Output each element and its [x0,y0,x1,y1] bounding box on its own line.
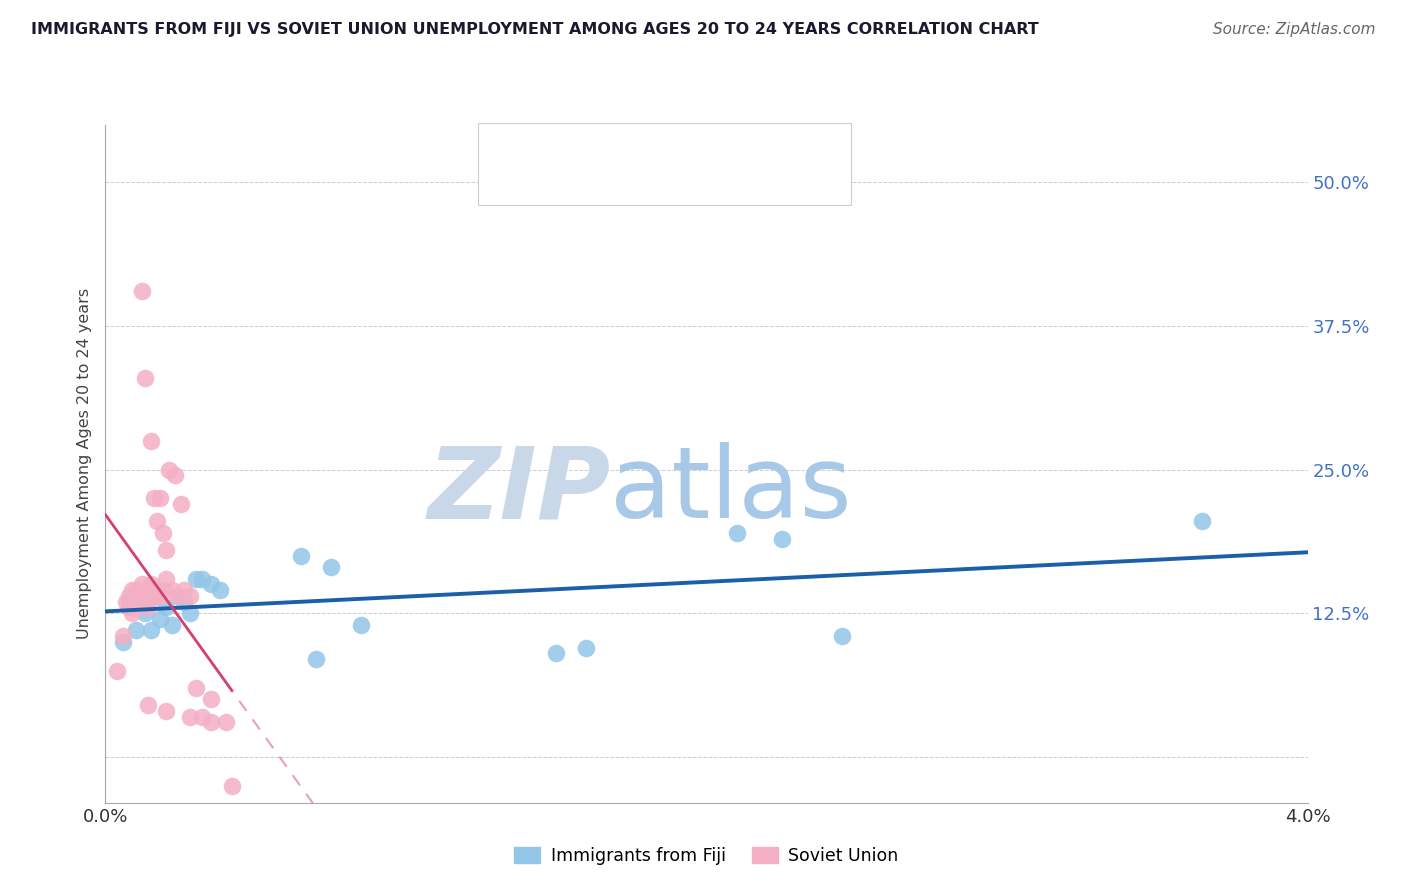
Point [134,589,156,603]
Text: IMMIGRANTS FROM FIJI VS SOVIET UNION UNEMPLOYMENT AMONG AGES 20 TO 24 YEARS CORR: IMMIGRANTS FROM FIJI VS SOVIET UNION UNE… [31,22,1039,37]
Point [160,617,183,632]
Point [124,583,146,598]
Text: 0.501: 0.501 [574,141,630,159]
Point [152,583,174,598]
Point [155,543,177,558]
Point [770,532,793,546]
Point [1191,514,1213,528]
Point [148,612,170,626]
Point [121,606,143,620]
Point [118,589,141,603]
Point [124,624,146,638]
Point [148,589,170,603]
Point [319,560,342,574]
Point [200,577,222,591]
Point [112,629,135,643]
Point [173,595,195,609]
Point [184,572,207,586]
Point [173,583,195,598]
Legend: Immigrants from Fiji, Soviet Union: Immigrants from Fiji, Soviet Union [508,840,905,872]
Point [136,600,159,615]
Point [290,549,312,563]
Point [142,491,165,506]
Point [160,583,183,598]
Point [136,698,159,713]
Point [208,583,231,598]
Point [179,709,201,723]
Point [136,583,159,598]
Point [145,589,167,603]
Point [139,434,162,448]
Point [148,491,170,506]
Point [190,572,212,586]
Point [155,704,177,718]
Point [131,285,153,299]
Point [725,525,748,540]
Point [305,652,328,666]
Point [179,589,201,603]
Text: N =: N = [634,141,673,159]
Point [575,640,598,655]
Point [136,583,159,598]
Y-axis label: Unemployment Among Ages 20 to 24 years: Unemployment Among Ages 20 to 24 years [76,288,91,640]
Point [118,600,141,615]
Point [112,635,135,649]
Point [142,583,165,598]
Point [115,595,138,609]
Point [134,595,156,609]
Point [184,681,207,695]
Point [145,514,167,528]
Point [350,617,373,632]
Point [139,624,162,638]
Point [221,779,243,793]
Text: R =: R = [537,141,576,159]
Point [139,577,162,591]
Text: ZIP: ZIP [427,442,610,540]
Point [169,497,191,511]
Point [128,589,150,603]
Text: Source: ZipAtlas.com: Source: ZipAtlas.com [1212,22,1375,37]
Point [546,647,568,661]
Point [214,715,236,730]
Point [831,629,853,643]
Point [134,370,156,384]
Point [152,525,174,540]
Text: 24: 24 [669,141,695,159]
Point [107,664,129,678]
Point [142,589,165,603]
Point [118,595,141,609]
Point [131,595,153,609]
Point [200,692,222,706]
Point [166,589,188,603]
Text: R =: R = [537,176,582,194]
Point [124,600,146,615]
Point [190,709,212,723]
Point [134,606,156,620]
Point [155,572,177,586]
Point [200,715,222,730]
Text: 0.121: 0.121 [574,176,630,194]
Point [121,600,143,615]
Point [128,589,150,603]
Point [155,600,177,615]
Point [121,583,143,598]
Text: 39: 39 [669,176,695,194]
Point [179,606,201,620]
Point [163,468,186,483]
Text: atlas: atlas [610,442,852,540]
Point [131,577,153,591]
Point [166,589,188,603]
Text: N =: N = [634,176,673,194]
Point [157,462,180,476]
